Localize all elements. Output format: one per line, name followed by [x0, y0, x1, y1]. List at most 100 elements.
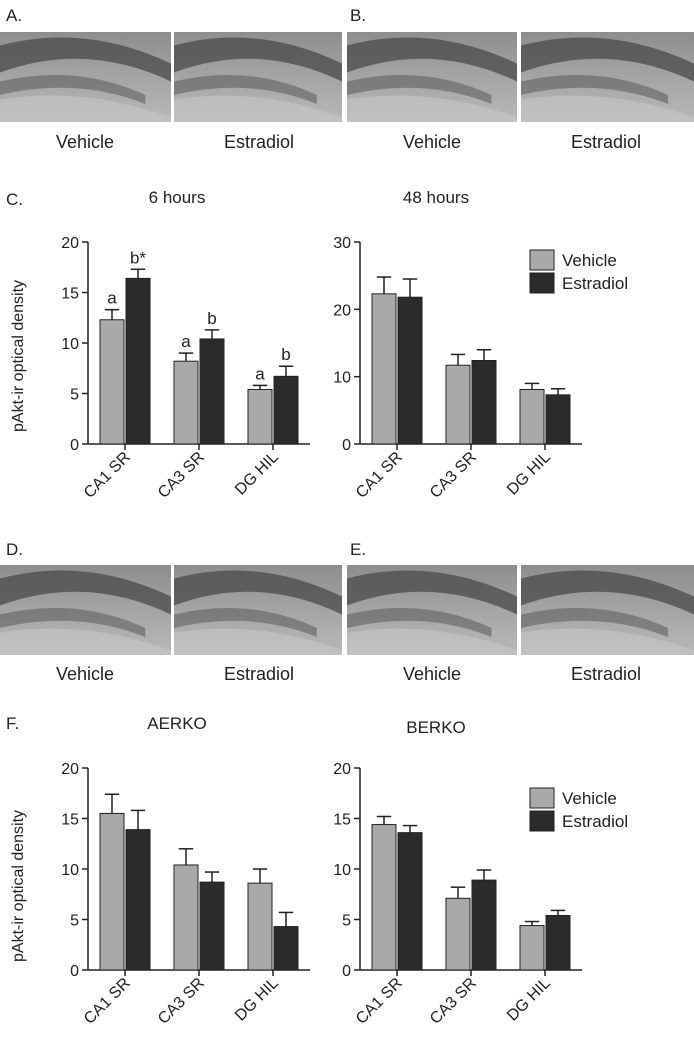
y-tick-label: 0 [70, 437, 79, 454]
significance-label: a [181, 332, 191, 351]
y-tick-label: 5 [342, 913, 351, 930]
legend-swatch-vehicle [529, 249, 555, 271]
micrograph-e-vehicle [347, 565, 517, 655]
chart-berko: 0 5 10 15 20 CA1 SR CA3 SR DG HIL Vehicle Estradi… [333, 761, 628, 1028]
chart-title-48-hours: 48 hours [402, 188, 470, 207]
x-tick-label: DG HIL [232, 449, 282, 499]
bar-estradiol [199, 338, 225, 445]
y-tick-label: 0 [342, 437, 351, 454]
legend-swatch-estradiol [529, 272, 555, 294]
bar-vehicle [173, 360, 199, 445]
bar-estradiol [397, 832, 423, 971]
bar-estradiol [273, 926, 299, 971]
micrograph-e-estradiol [521, 565, 694, 655]
chart-aerko: 0 5 10 15 20 CA1 SR CA3 SR DG HIL [61, 761, 310, 1028]
legend-label-estradiol: Estradiol [562, 812, 628, 831]
caption-a-vehicle: Vehicle [55, 132, 115, 152]
y-tick-label: 10 [61, 862, 79, 879]
y-tick-label: 30 [333, 235, 351, 252]
x-tick-label: CA1 SR [81, 975, 134, 1028]
caption-e-vehicle: Vehicle [402, 664, 462, 684]
significance-label: b [207, 309, 216, 328]
legend-label-estradiol: Estradiol [562, 274, 628, 293]
x-tick-label: DG HIL [504, 449, 554, 499]
y-axis-label-c: pAkt-ir optical density [10, 279, 27, 432]
bar-vehicle [99, 319, 125, 445]
significance-label: b [281, 345, 290, 364]
x-tick-label: DG HIL [232, 975, 282, 1025]
bar-vehicle [445, 897, 471, 971]
y-tick-label: 20 [333, 761, 351, 778]
bar-estradiol [273, 375, 299, 445]
bar-estradiol [199, 881, 225, 971]
y-tick-label: 5 [70, 913, 79, 930]
bar-vehicle [99, 812, 125, 971]
caption-d-estradiol: Estradiol [223, 664, 295, 684]
y-tick-label: 20 [61, 235, 79, 252]
bar-vehicle [371, 293, 397, 445]
bar-estradiol [125, 277, 151, 445]
caption-b-estradiol: Estradiol [570, 132, 642, 152]
significance-label: b* [130, 248, 146, 267]
micrograph-b-estradiol [521, 32, 694, 122]
caption-d-vehicle: Vehicle [55, 664, 115, 684]
y-tick-label: 0 [70, 963, 79, 980]
legend-swatch-vehicle [529, 787, 555, 809]
y-tick-label: 15 [61, 812, 79, 829]
y-tick-label: 20 [61, 761, 79, 778]
x-tick-label: CA3 SR [427, 449, 480, 502]
x-tick-label: CA3 SR [155, 975, 208, 1028]
y-tick-label: 10 [333, 862, 351, 879]
micrograph-d-estradiol [174, 565, 342, 655]
legend-label-vehicle: Vehicle [562, 251, 617, 270]
bar-vehicle [445, 364, 471, 445]
x-tick-label: CA1 SR [81, 449, 134, 502]
legend-swatch-estradiol [529, 810, 555, 832]
panel-label-b: B. [350, 6, 367, 25]
chart-title-6-hours: 6 hours [148, 188, 206, 207]
y-tick-label: 15 [61, 286, 79, 303]
y-axis-label-f: pAkt-ir optical density [10, 809, 27, 962]
bar-estradiol [471, 879, 497, 971]
panel-label-e: E. [350, 540, 367, 559]
significance-label: a [107, 289, 117, 308]
micrograph-b-vehicle [347, 32, 517, 122]
bar-estradiol [545, 394, 571, 445]
bar-estradiol [125, 829, 151, 971]
chart-title-aerko: AERKO [147, 714, 207, 733]
bar-vehicle [173, 864, 199, 971]
panel-label-f: F. [6, 714, 20, 733]
y-tick-label: 15 [333, 812, 351, 829]
y-tick-label: 20 [333, 302, 351, 319]
panel-label-c: C. [6, 190, 23, 209]
bar-estradiol [545, 914, 571, 971]
x-tick-label: CA3 SR [427, 975, 480, 1028]
caption-e-estradiol: Estradiol [570, 664, 642, 684]
micrograph-a-vehicle [0, 32, 171, 122]
panel-label-a: A. [6, 6, 23, 25]
chart-title-berko: BERKO [406, 718, 466, 737]
x-tick-label: DG HIL [504, 975, 554, 1025]
caption-b-vehicle: Vehicle [402, 132, 462, 152]
x-tick-label: CA3 SR [155, 449, 208, 502]
micrograph-a-estradiol [174, 32, 342, 122]
bar-estradiol [397, 296, 423, 445]
panel-label-d: D. [6, 540, 23, 559]
y-tick-label: 0 [342, 963, 351, 980]
significance-label: a [255, 364, 265, 383]
caption-a-estradiol: Estradiol [223, 132, 295, 152]
x-tick-label: CA1 SR [353, 975, 406, 1028]
bar-vehicle [247, 388, 273, 445]
bar-estradiol [471, 360, 497, 445]
micrograph-d-vehicle [0, 565, 171, 655]
y-tick-label: 10 [61, 336, 79, 353]
chart-48-hours: 0 10 20 30 CA1 SR CA3 SR DG HIL Vehicle Estradio… [333, 235, 628, 502]
bar-vehicle [371, 824, 397, 971]
y-tick-label: 5 [70, 387, 79, 404]
legend-label-vehicle: Vehicle [562, 789, 617, 808]
bar-vehicle [519, 388, 545, 445]
x-tick-label: CA1 SR [353, 449, 406, 502]
y-tick-label: 10 [333, 370, 351, 387]
bar-vehicle [519, 925, 545, 971]
